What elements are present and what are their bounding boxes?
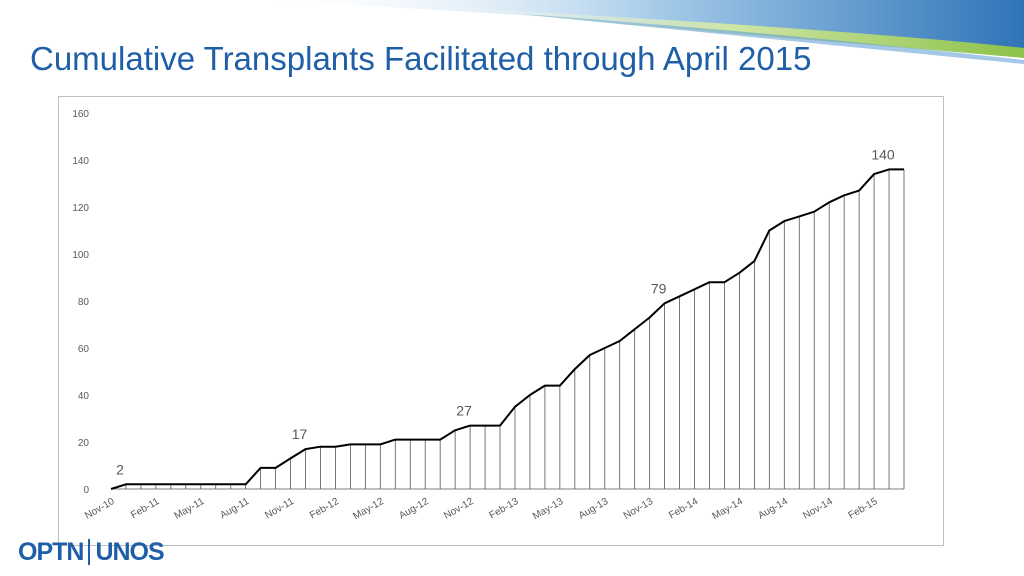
- data-label: 79: [651, 280, 667, 296]
- x-tick-label: Aug-11: [218, 496, 251, 521]
- x-tick-label: Nov-10: [83, 496, 117, 522]
- x-tick-label: May-14: [711, 496, 746, 522]
- data-label: 17: [292, 426, 308, 442]
- x-tick-label: Nov-14: [801, 496, 835, 522]
- optn-unos-logo: OPTN UNOS: [18, 537, 165, 567]
- x-tick-label: May-12: [351, 496, 386, 522]
- logo-separator: [88, 539, 91, 565]
- x-tick-label: Feb-11: [129, 496, 162, 521]
- x-tick-label: Nov-12: [442, 496, 476, 522]
- y-tick-label: 60: [78, 344, 90, 355]
- y-tick-label: 80: [78, 297, 90, 308]
- data-label: 2: [116, 461, 124, 477]
- x-tick-label: Feb-15: [847, 496, 880, 522]
- y-tick-label: 140: [72, 156, 89, 167]
- y-tick-label: 120: [72, 203, 89, 214]
- x-tick-label: May-13: [531, 496, 566, 522]
- series-line: [110, 168, 904, 490]
- y-tick-label: 100: [72, 250, 89, 261]
- y-tick-label: 40: [78, 391, 90, 402]
- cumulative-transplants-chart: 0 20 40 60 80 100 120 140 160 Nov-10 Feb-11 May-11 A…: [72, 109, 905, 522]
- data-label: 27: [456, 403, 472, 419]
- x-tick-label: Aug-14: [756, 496, 790, 522]
- logo-unos-text: UNOS: [95, 537, 164, 566]
- y-tick-label: 20: [78, 438, 90, 449]
- y-tick-label: 0: [83, 485, 89, 496]
- y-tick-label: 160: [72, 109, 89, 120]
- logo-optn-text: OPTN: [18, 537, 84, 566]
- x-tick-label: Nov-13: [622, 496, 656, 522]
- x-tick-label: Feb-13: [488, 496, 521, 522]
- data-label: 140: [871, 146, 895, 162]
- x-tick-label: Nov-11: [263, 496, 296, 521]
- x-tick-label: Feb-14: [667, 496, 700, 522]
- slide-title: Cumulative Transplants Facilitated throu…: [30, 40, 812, 77]
- x-tick-label: Feb-12: [308, 496, 341, 522]
- x-tick-label: May-11: [173, 496, 207, 522]
- x-tick-label: Aug-12: [397, 496, 431, 522]
- x-tick-label: Aug-13: [577, 496, 611, 522]
- chart-area: 0 20 40 60 80 100 120 140 160 Nov-10 Feb-11 May-11 A…: [58, 96, 944, 546]
- header-banner: [250, 0, 1024, 64]
